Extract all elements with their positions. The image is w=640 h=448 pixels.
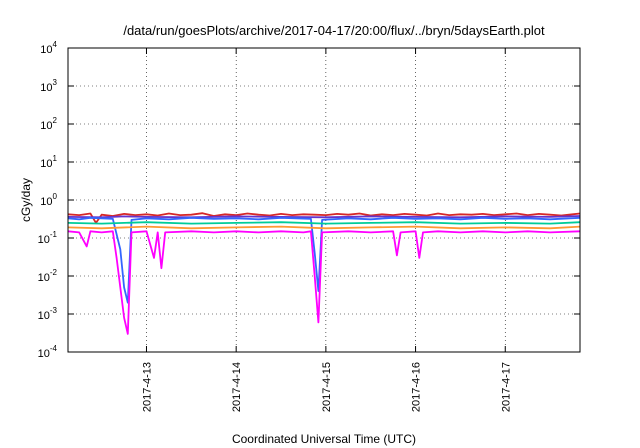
x-tick-label: 2017-4-16: [411, 362, 423, 412]
grid: [68, 48, 580, 352]
y-tick-label: 10-4: [38, 344, 58, 360]
y-tick-label: 10-1: [38, 230, 58, 246]
y-tick-label: 10-3: [38, 306, 58, 322]
series-line-4: [67, 221, 581, 225]
x-axis-label: Coordinated Universal Time (UTC): [232, 432, 416, 446]
series-line-5: [67, 225, 581, 230]
x-tick-label: 2017-4-15: [321, 362, 333, 412]
y-tick-label: 102: [40, 116, 57, 132]
series-line-1: [67, 212, 581, 224]
chart-title: /data/run/goesPlots/archive/2017-04-17/2…: [123, 23, 545, 38]
x-axis: 2017-4-13 2017-4-14 2017-4-15 2017-4-16 2017…: [141, 48, 512, 412]
series-line-3: [67, 216, 581, 304]
x-tick-label: 2017-4-13: [141, 362, 153, 412]
y-tick-label: 10-2: [38, 268, 58, 284]
x-tick-label: 2017-4-17: [500, 362, 512, 412]
series-line-6: [67, 230, 581, 335]
y-tick-label: 103: [40, 78, 57, 94]
series-layer: [67, 212, 581, 335]
y-tick-label: 100: [40, 192, 57, 208]
x-tick-label: 2017-4-14: [231, 362, 243, 412]
y-tick-label: 101: [40, 154, 57, 170]
y-axis-label: cGy/day: [19, 178, 33, 222]
y-tick-label: 104: [40, 40, 57, 56]
series-line-2: [67, 215, 581, 219]
